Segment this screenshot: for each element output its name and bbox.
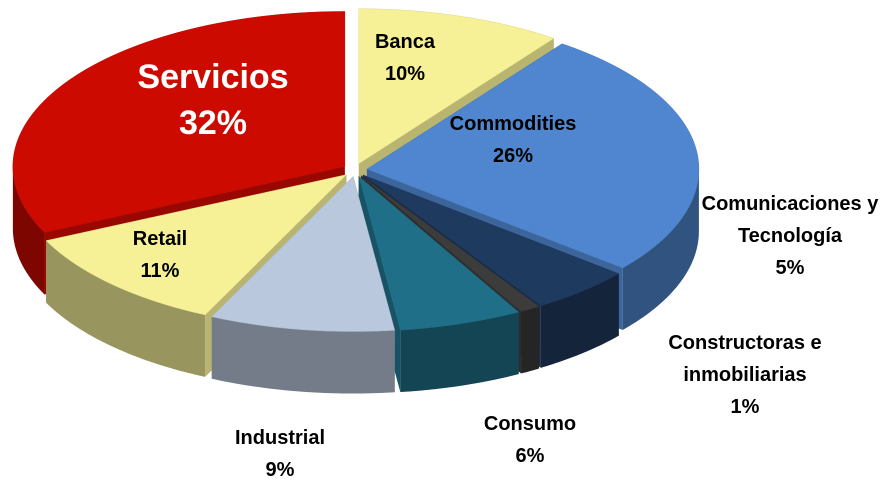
slice-side (211, 316, 395, 394)
category-name: Commodities (449, 113, 577, 135)
value-label: 32% (178, 104, 248, 142)
slice-side (622, 169, 699, 330)
slice-side (46, 240, 206, 377)
value-label: 9% (265, 459, 295, 481)
slice-top (358, 175, 520, 331)
value-label: 11% (140, 260, 180, 282)
category-name: Servicios (137, 58, 289, 96)
category-name: Consumo (483, 413, 577, 435)
slice-side (400, 312, 519, 393)
slice-side (540, 273, 619, 368)
value-label: 1% (730, 396, 760, 418)
slice-side (521, 306, 540, 374)
slice-label: Comunicaciones y Tecnología 5% (690, 188, 890, 284)
slice-label: Consumo 6% (460, 408, 600, 472)
slice-label: Servicios 32% (113, 54, 313, 146)
slice-top (366, 43, 700, 269)
category-name: Retail (132, 228, 188, 250)
slice-label: Commodities 26% (413, 108, 613, 172)
category-name: Constructoras e inmobiliarias (668, 332, 822, 386)
slice-top (360, 175, 540, 312)
value-label: 6% (515, 445, 545, 467)
slice-top (12, 11, 346, 233)
pie-slice (211, 176, 396, 394)
value-label: 10% (384, 63, 426, 85)
slice-top (211, 176, 396, 332)
value-label: 5% (775, 257, 805, 279)
slice-side (12, 166, 45, 295)
value-label: 26% (492, 145, 534, 167)
category-name: Comunicaciones y Tecnología (701, 193, 879, 247)
slice-top (362, 174, 620, 307)
slice-label: Banca 10% (345, 26, 465, 90)
category-name: Industrial (234, 427, 325, 449)
slice-label: Industrial 9% (200, 422, 360, 483)
slice-top (358, 8, 555, 165)
slice-top (45, 174, 348, 316)
slice-label: Constructoras e inmobiliarias 1% (640, 327, 850, 423)
category-name: Banca (374, 31, 436, 53)
slice-label: Retail 11% (100, 223, 220, 287)
